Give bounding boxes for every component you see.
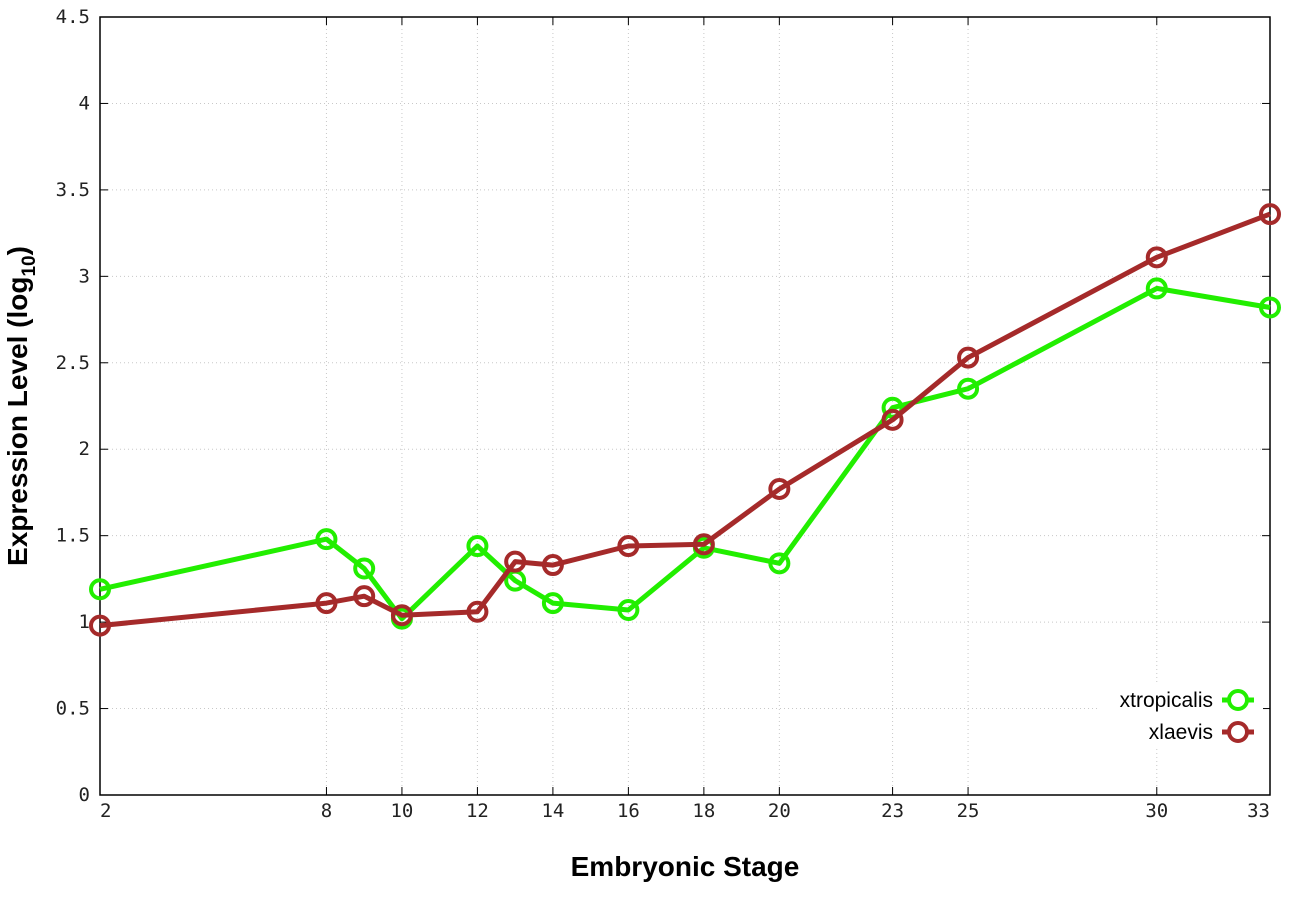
data-point-xlaevis bbox=[692, 533, 715, 556]
x-tick-label: 10 bbox=[390, 800, 413, 822]
data-point-xlaevis bbox=[768, 477, 791, 500]
x-axis-ticks: 2 8 10 12 14 16 18 20 23 25 30 33 bbox=[99, 17, 1271, 822]
x-tick-label: 18 bbox=[692, 800, 715, 822]
x-tick-label: 25 bbox=[957, 800, 980, 822]
y-tick-label: 3 bbox=[79, 265, 90, 287]
data-point-xtropicalis bbox=[1145, 277, 1168, 300]
data-point-xtropicalis bbox=[353, 557, 376, 580]
y-axis-ticks: 0 0.5 1 1.5 2 2.5 3 3.5 4 4.5 bbox=[56, 6, 1270, 806]
y-axis-title: Expression Level (log10) bbox=[2, 246, 40, 566]
data-point-xlaevis bbox=[957, 346, 980, 369]
plot-frame bbox=[99, 16, 1271, 796]
legend-label-xtropicalis: xtropicalis bbox=[1120, 689, 1213, 712]
series-group bbox=[89, 203, 1281, 637]
y-tick-label: 0.5 bbox=[56, 698, 90, 720]
data-point-xlaevis bbox=[466, 600, 489, 623]
y-axis-title-main: Expression Level (log bbox=[2, 277, 33, 566]
x-tick-label: 30 bbox=[1145, 800, 1168, 822]
y-tick-label: 1.5 bbox=[56, 525, 90, 547]
data-point-xtropicalis bbox=[541, 592, 564, 615]
x-tick-label: 20 bbox=[768, 800, 791, 822]
legend: xtropicalis xlaevis bbox=[1098, 682, 1263, 746]
data-point-xlaevis bbox=[315, 592, 338, 615]
x-axis-title: Embryonic Stage bbox=[571, 851, 800, 882]
data-point-xlaevis bbox=[541, 554, 564, 577]
y-tick-label: 2 bbox=[79, 438, 90, 460]
x-tick-label: 2 bbox=[100, 800, 111, 822]
data-point-xtropicalis bbox=[466, 535, 489, 558]
x-tick-label: 14 bbox=[541, 800, 564, 822]
x-tick-label: 16 bbox=[617, 800, 640, 822]
y-tick-label: 4 bbox=[79, 92, 90, 114]
grid bbox=[100, 17, 1270, 795]
legend-label-xlaevis: xlaevis bbox=[1149, 721, 1213, 744]
x-tick-label: 8 bbox=[321, 800, 332, 822]
data-point-xlaevis bbox=[1145, 246, 1168, 269]
data-point-xlaevis bbox=[353, 585, 376, 608]
x-tick-label: 23 bbox=[881, 800, 904, 822]
legend-swatch-marker-xtropicalis bbox=[1227, 689, 1249, 711]
y-axis-title-close: ) bbox=[2, 246, 33, 255]
y-axis-title-subscript: 10 bbox=[19, 255, 40, 276]
data-point-xtropicalis bbox=[89, 578, 111, 601]
data-point-xtropicalis bbox=[617, 599, 640, 622]
data-point-xlaevis bbox=[881, 408, 904, 431]
y-tick-label: 0 bbox=[79, 784, 90, 806]
x-tick-label: 12 bbox=[466, 800, 489, 822]
data-point-xlaevis bbox=[504, 550, 527, 573]
data-point-xtropicalis bbox=[1259, 296, 1281, 319]
data-point-xtropicalis bbox=[768, 552, 791, 575]
y-tick-label: 3.5 bbox=[56, 179, 90, 201]
legend-swatch-marker-xlaevis bbox=[1227, 721, 1249, 743]
y-tick-label: 1 bbox=[79, 611, 90, 633]
data-point-xlaevis bbox=[89, 614, 111, 637]
y-tick-label: 2.5 bbox=[56, 352, 90, 374]
x-tick-label: 33 bbox=[1247, 800, 1270, 822]
data-point-xlaevis bbox=[617, 535, 640, 558]
data-point-xlaevis bbox=[1259, 203, 1281, 226]
y-tick-label: 4.5 bbox=[56, 6, 90, 28]
data-point-xlaevis bbox=[390, 604, 413, 627]
series-xlaevis bbox=[89, 203, 1281, 637]
data-point-xtropicalis bbox=[315, 528, 338, 551]
data-point-xtropicalis bbox=[957, 377, 980, 400]
